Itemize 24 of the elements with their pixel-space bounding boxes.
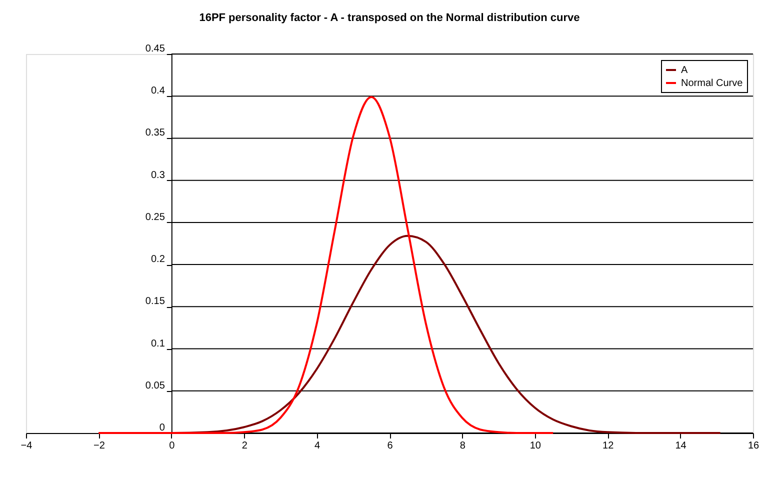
x-tick-label: 6 bbox=[387, 440, 394, 452]
y-tick-label: 0 bbox=[159, 422, 166, 434]
x-tick-label: 12 bbox=[602, 440, 614, 452]
x-tick-label: 4 bbox=[314, 440, 321, 452]
x-tick-label: −4 bbox=[20, 440, 33, 452]
x-tick-label: 10 bbox=[530, 440, 542, 452]
x-tick-label: 2 bbox=[242, 440, 248, 452]
x-tick-label: 16 bbox=[748, 440, 760, 452]
y-tick-label: 0.35 bbox=[145, 128, 166, 139]
y-tick-label: 0.15 bbox=[145, 296, 166, 308]
x-tick-label: −2 bbox=[93, 440, 106, 452]
y-tick-label: 0.05 bbox=[145, 380, 166, 392]
legend-label: A bbox=[681, 65, 688, 76]
y-tick-label: 0.45 bbox=[145, 44, 166, 54]
x-tick-label: 0 bbox=[169, 440, 176, 452]
x-tick-label: 14 bbox=[675, 440, 687, 452]
y-tick-label: 0.3 bbox=[150, 170, 166, 181]
legend-label: Normal Curve bbox=[681, 78, 744, 89]
y-tick-label: 0.25 bbox=[145, 212, 166, 223]
y-tick-label: 0.4 bbox=[150, 86, 166, 97]
y-tick-label: 0.2 bbox=[150, 254, 166, 266]
chart-title: 16PF personality factor - A - transposed on the Normal distribution curve bbox=[199, 12, 580, 24]
y-tick-label: 0.1 bbox=[150, 338, 166, 350]
x-tick-label: 8 bbox=[460, 440, 466, 452]
